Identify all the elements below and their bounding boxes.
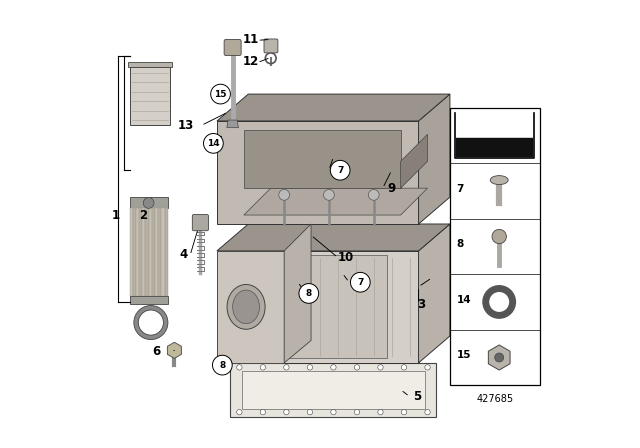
Circle shape (401, 365, 406, 370)
Circle shape (284, 409, 289, 415)
Polygon shape (132, 208, 136, 296)
Circle shape (237, 409, 242, 415)
Ellipse shape (490, 176, 508, 185)
Polygon shape (139, 208, 142, 296)
Text: 5: 5 (413, 390, 422, 403)
Polygon shape (244, 130, 401, 188)
Polygon shape (230, 363, 436, 417)
Text: 7: 7 (337, 166, 343, 175)
Polygon shape (164, 208, 168, 296)
Polygon shape (227, 120, 239, 128)
Text: 8: 8 (457, 239, 464, 249)
Text: 3: 3 (417, 298, 425, 311)
Text: 2: 2 (139, 208, 147, 222)
Polygon shape (217, 121, 419, 224)
Polygon shape (130, 67, 170, 125)
Circle shape (401, 409, 406, 415)
FancyBboxPatch shape (224, 39, 241, 56)
Circle shape (425, 409, 430, 415)
Text: 4: 4 (179, 248, 188, 261)
Text: 8: 8 (306, 289, 312, 298)
Polygon shape (145, 208, 148, 296)
Circle shape (331, 365, 336, 370)
Text: 15: 15 (457, 350, 471, 360)
Circle shape (299, 284, 319, 303)
Text: 11: 11 (243, 33, 259, 46)
Circle shape (307, 409, 312, 415)
Polygon shape (148, 208, 152, 296)
Ellipse shape (233, 290, 260, 323)
Polygon shape (217, 251, 419, 363)
Circle shape (284, 365, 289, 370)
Polygon shape (401, 134, 428, 188)
Text: 14: 14 (207, 139, 220, 148)
Circle shape (330, 160, 350, 180)
Circle shape (369, 190, 379, 200)
Ellipse shape (227, 284, 265, 329)
Circle shape (143, 198, 154, 208)
Polygon shape (128, 62, 172, 67)
Polygon shape (155, 208, 158, 296)
Polygon shape (158, 208, 161, 296)
Polygon shape (217, 251, 284, 363)
Circle shape (378, 365, 383, 370)
Circle shape (378, 409, 383, 415)
Text: 12: 12 (243, 55, 259, 69)
Circle shape (495, 353, 504, 362)
Circle shape (204, 134, 223, 153)
FancyBboxPatch shape (264, 39, 278, 53)
Polygon shape (217, 94, 450, 121)
Polygon shape (161, 208, 164, 296)
Text: 8: 8 (220, 361, 225, 370)
Polygon shape (284, 224, 311, 363)
Polygon shape (130, 197, 168, 208)
Circle shape (331, 409, 336, 415)
Polygon shape (130, 208, 132, 296)
Circle shape (355, 409, 360, 415)
Polygon shape (217, 224, 450, 251)
Circle shape (307, 365, 312, 370)
Circle shape (211, 84, 230, 104)
Circle shape (260, 409, 266, 415)
Text: 13: 13 (177, 119, 194, 132)
Polygon shape (244, 188, 428, 215)
Text: 427685: 427685 (476, 394, 513, 404)
Circle shape (351, 272, 370, 292)
Text: 15: 15 (214, 90, 227, 99)
Circle shape (237, 365, 242, 370)
Circle shape (260, 365, 266, 370)
Text: 14: 14 (457, 295, 471, 305)
Circle shape (212, 355, 232, 375)
Circle shape (425, 365, 430, 370)
Polygon shape (244, 255, 387, 358)
Polygon shape (419, 94, 450, 224)
Circle shape (324, 190, 334, 200)
Polygon shape (142, 208, 145, 296)
Circle shape (492, 229, 506, 244)
Text: 7: 7 (357, 278, 364, 287)
Circle shape (279, 190, 289, 200)
Polygon shape (152, 208, 155, 296)
Polygon shape (130, 296, 168, 304)
Text: 10: 10 (338, 251, 354, 264)
FancyBboxPatch shape (192, 215, 209, 231)
Polygon shape (136, 208, 139, 296)
Text: 1: 1 (112, 208, 120, 222)
Circle shape (355, 365, 360, 370)
Text: 9: 9 (388, 181, 396, 195)
Polygon shape (242, 371, 425, 409)
Text: 7: 7 (457, 184, 464, 194)
Polygon shape (419, 224, 450, 363)
Bar (450, 108, 540, 385)
Text: 6: 6 (152, 345, 161, 358)
Polygon shape (456, 138, 533, 157)
